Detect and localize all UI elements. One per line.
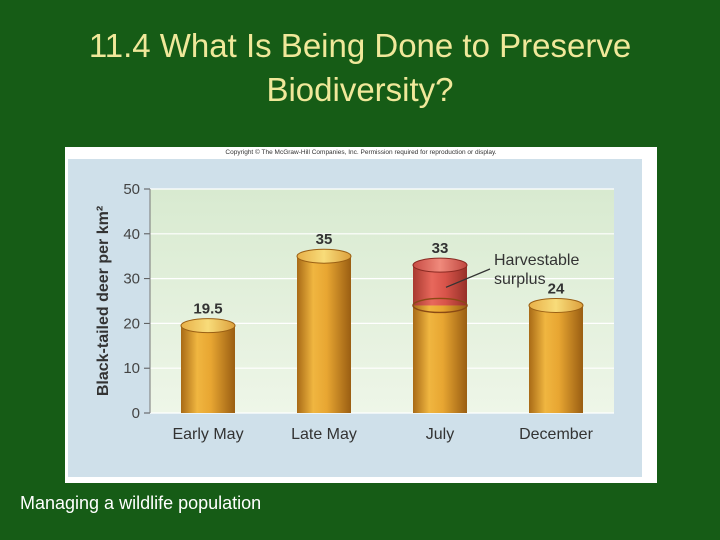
figure-frame: Copyright © The McGraw-Hill Companies, I… (65, 147, 657, 483)
labels: 0 10 20 30 40 50 Black-tailed deer per km² 19.5… (95, 181, 594, 443)
bar-top-cap (528, 297, 584, 313)
y-tick-label: 30 (123, 271, 140, 288)
slide-title-line1: 11.4 What Is Being Done to Preserve (88, 27, 632, 64)
slide-title: 11.4 What Is Being Done to Preserve Biod… (40, 24, 680, 112)
chart-panel: 0 10 20 30 40 50 Black-tailed deer per km² 19.5… (68, 159, 642, 477)
bars (180, 248, 584, 413)
annotation-leader-line (445, 268, 491, 288)
x-tick-label: July (426, 426, 454, 443)
y-tick-label: 0 (132, 405, 140, 422)
y-axis-label: Black-tailed deer per km² (95, 206, 112, 396)
data-label: 19.5 (193, 301, 222, 318)
bar-top-cap (180, 318, 236, 334)
bar-surplus-divider (412, 297, 468, 314)
data-label: 35 (316, 231, 333, 248)
bar-late-may (297, 256, 351, 413)
bar-top-cap (412, 257, 468, 273)
slide-title-line2: Biodiversity? (266, 71, 454, 108)
x-tick-label: Late May (291, 426, 357, 443)
bar-july (413, 305, 467, 413)
y-tick-label: 50 (123, 181, 140, 198)
data-label: 24 (548, 280, 565, 297)
bar-december (529, 305, 583, 413)
copyright-notice: Copyright © The McGraw-Hill Companies, I… (225, 149, 497, 156)
annotation-text-line2: surplus (494, 271, 546, 288)
y-tick-label: 40 (123, 226, 140, 243)
slide-caption: Managing a wildlife population (20, 493, 262, 513)
bar-early-may (181, 325, 235, 413)
y-tick-label: 10 (123, 360, 140, 377)
x-tick-label: December (519, 426, 593, 443)
data-label: 33 (432, 240, 449, 257)
annotation-text-line1: Harvestable (494, 252, 579, 269)
bar-top-cap (296, 248, 352, 264)
x-tick-label: Early May (172, 426, 243, 443)
y-tick-label: 20 (123, 315, 140, 332)
bar-chart: 0 10 20 30 40 50 Black-tailed deer per km² 19.5… (95, 181, 614, 443)
